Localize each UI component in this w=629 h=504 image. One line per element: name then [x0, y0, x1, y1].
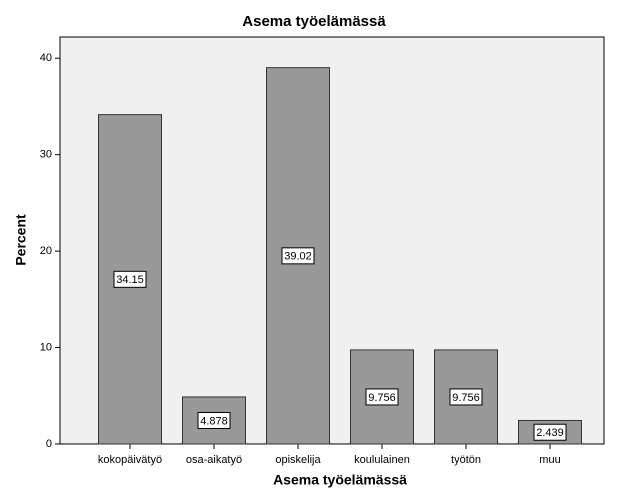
value-label: 2.439	[536, 427, 564, 439]
x-axis-title: Asema työelämässä	[273, 472, 407, 488]
value-label: 39.02	[284, 251, 312, 263]
x-tick-label: osa-aikatyö	[186, 454, 242, 466]
chart-title: Asema työelämässä	[242, 13, 386, 30]
value-label-box	[281, 247, 315, 265]
value-label: 4.878	[200, 415, 228, 427]
value-label-box	[533, 423, 567, 441]
x-tick-label: koululainen	[354, 454, 410, 466]
value-label: 9.756	[452, 392, 480, 404]
y-tick-label: 20	[40, 245, 52, 257]
value-label-box	[197, 411, 231, 429]
x-tick-label: kokopäivätyö	[98, 454, 162, 466]
y-tick-label: 0	[46, 438, 52, 450]
y-tick-label: 30	[40, 149, 52, 161]
value-label: 34.15	[116, 274, 144, 286]
value-label-box	[449, 388, 483, 406]
x-tick-label: muu	[539, 454, 560, 466]
x-tick-label: työtön	[451, 454, 481, 466]
value-label-box	[365, 388, 399, 406]
x-tick-label: opiskelija	[275, 454, 321, 466]
y-axis-title: Percent	[13, 214, 29, 266]
y-tick-label: 10	[40, 341, 52, 353]
y-tick-label: 40	[40, 52, 52, 64]
value-label: 9.756	[368, 392, 396, 404]
value-label-box	[113, 270, 147, 288]
